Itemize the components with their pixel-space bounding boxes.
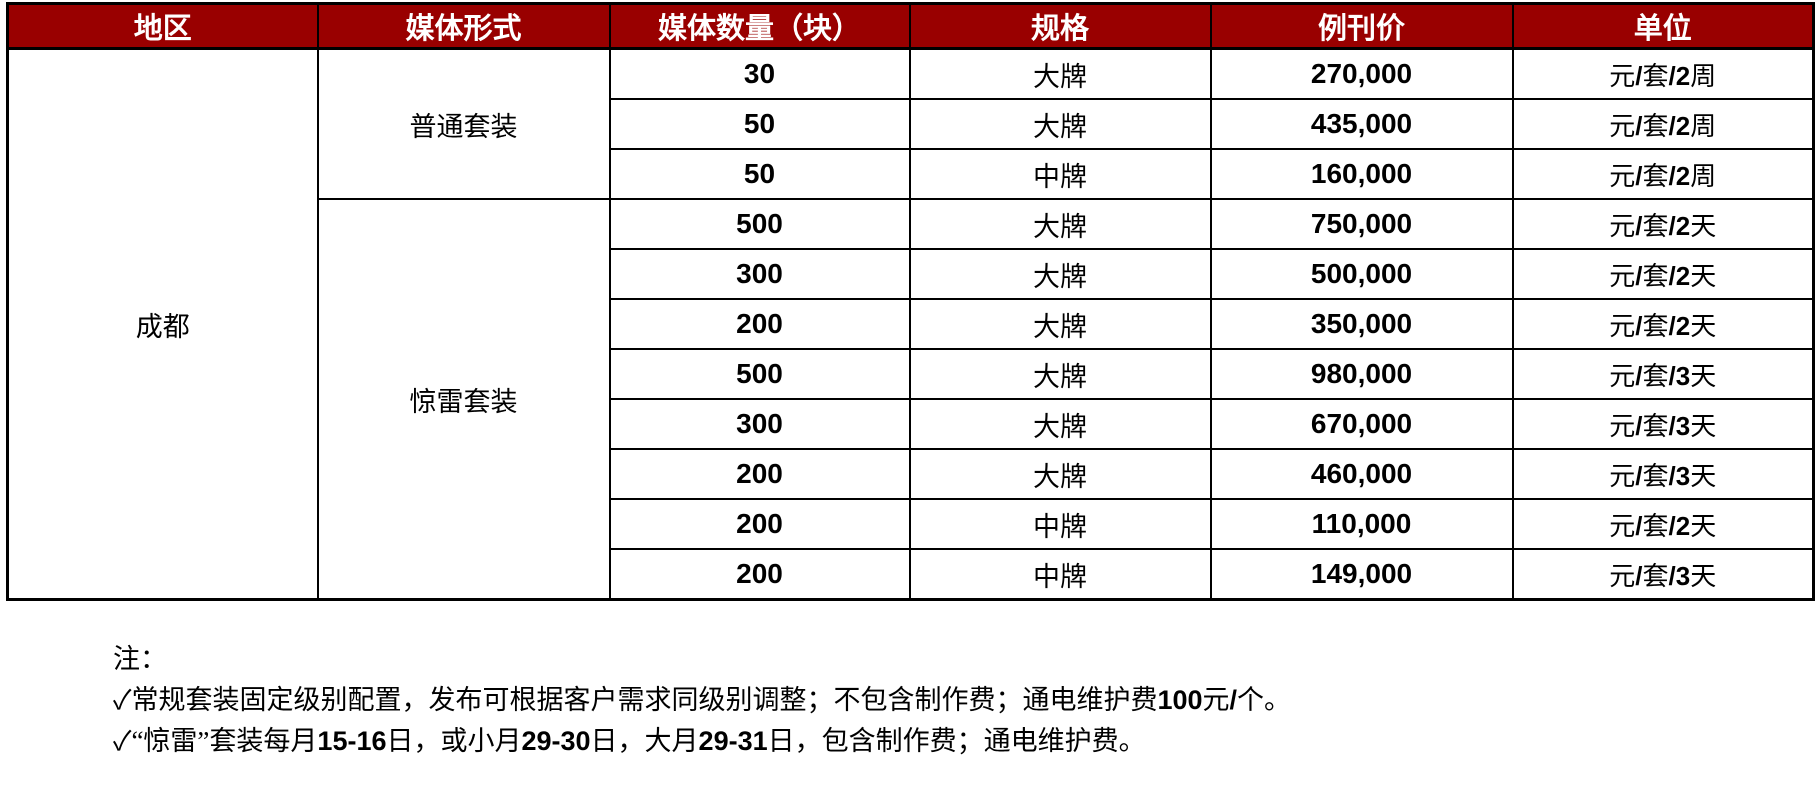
spec-cell: 中牌 xyxy=(908,148,1212,200)
unit-cell: 元/套/3天 xyxy=(1511,398,1815,450)
table-row: 200 中牌 149,000 元/套/3天 xyxy=(8,548,1815,601)
region-cell: 成都 xyxy=(6,47,319,601)
column-header: 媒体形式 xyxy=(316,2,611,50)
spec-cell: 大牌 xyxy=(908,248,1212,300)
price-cell: 350,000 xyxy=(1209,298,1514,350)
price-cell: 500,000 xyxy=(1209,248,1514,300)
unit-cell: 元/套/3天 xyxy=(1511,548,1815,601)
note-line: ✓常规套装固定级别配置，发布可根据客户需求同级别调整；不包含制作费；通电维护费1… xyxy=(113,685,1292,715)
price-cell: 670,000 xyxy=(1209,398,1514,450)
table-row: 200 中牌 110,000 元/套/2天 xyxy=(8,498,1815,550)
group-cell: 普通套装 xyxy=(316,47,611,200)
table-row: 300 大牌 670,000 元/套/3天 xyxy=(8,398,1815,450)
table-row: 200 大牌 350,000 元/套/2天 xyxy=(8,298,1815,350)
unit-cell: 元/套/2天 xyxy=(1511,498,1815,550)
table-row: 惊雷套装 500 大牌 750,000 元/套/2天 xyxy=(8,198,1815,601)
unit-cell: 元/套/2天 xyxy=(1511,298,1815,350)
spec-cell: 中牌 xyxy=(908,548,1212,601)
unit-cell: 元/套/2天 xyxy=(1511,248,1815,300)
price-cell: 110,000 xyxy=(1209,498,1514,550)
unit-cell: 元/套/2周 xyxy=(1511,47,1815,100)
note-line: ✓“惊雷”套装每月15-16日，或小月29-30日，大月29-31日，包含制作费… xyxy=(113,726,1146,756)
price-cell: 750,000 xyxy=(1209,198,1514,250)
price-cell: 980,000 xyxy=(1209,348,1514,400)
spec-cell: 大牌 xyxy=(908,47,1212,100)
column-header: 单位 xyxy=(1511,2,1815,50)
qty-cell: 300 xyxy=(608,398,911,450)
group-cell: 惊雷套装 xyxy=(316,198,611,601)
price-cell: 435,000 xyxy=(1209,98,1514,150)
table-row: 500 大牌 980,000 元/套/3天 xyxy=(8,348,1815,400)
table-header: 地区 媒体形式 媒体数量（块） 规格 例刊价 单位 xyxy=(6,2,1815,50)
media-price-table: 地区 媒体形式 媒体数量（块） 规格 例刊价 单位 成都 普通套装 30 大牌 270,000 元/… xyxy=(6,2,1815,601)
header-row: 地区 媒体形式 媒体数量（块） 规格 例刊价 单位 xyxy=(6,2,1815,50)
notes: 注： ✓常规套装固定级别配置，发布可根据客户需求同级别调整；不包含制作费；通电维… xyxy=(113,639,1818,762)
qty-cell: 50 xyxy=(608,98,911,150)
table-row: 300 大牌 500,000 元/套/2天 xyxy=(8,248,1815,300)
unit-cell: 元/套/2天 xyxy=(1511,198,1815,250)
qty-cell: 30 xyxy=(608,47,911,100)
qty-cell: 200 xyxy=(608,548,911,601)
price-cell: 160,000 xyxy=(1209,148,1514,200)
qty-cell: 200 xyxy=(608,448,911,500)
spec-cell: 大牌 xyxy=(908,448,1212,500)
price-cell: 149,000 xyxy=(1209,548,1514,601)
column-header: 媒体数量（块） xyxy=(608,2,911,50)
qty-cell: 500 xyxy=(608,198,911,250)
spec-cell: 大牌 xyxy=(908,98,1212,150)
price-cell: 270,000 xyxy=(1209,47,1514,100)
table-row: 成都 普通套装 30 大牌 270,000 元/套/2周 xyxy=(6,47,1815,601)
table-row: 50 中牌 160,000 元/套/2周 xyxy=(8,148,1815,200)
price-cell: 460,000 xyxy=(1209,448,1514,500)
qty-cell: 200 xyxy=(608,498,911,550)
unit-cell: 元/套/2周 xyxy=(1511,98,1815,150)
spec-cell: 大牌 xyxy=(908,398,1212,450)
notes-label: 注： xyxy=(113,644,167,674)
unit-cell: 元/套/3天 xyxy=(1511,448,1815,500)
table-body: 成都 普通套装 30 大牌 270,000 元/套/2周 50 大牌 435,000 元/套/2周… xyxy=(6,47,1815,601)
table-row: 50 大牌 435,000 元/套/2周 xyxy=(8,98,1815,150)
qty-cell: 200 xyxy=(608,298,911,350)
column-header: 规格 xyxy=(908,2,1212,50)
spec-cell: 大牌 xyxy=(908,298,1212,350)
qty-cell: 500 xyxy=(608,348,911,400)
spec-cell: 中牌 xyxy=(908,498,1212,550)
spec-cell: 大牌 xyxy=(908,198,1212,250)
qty-cell: 300 xyxy=(608,248,911,300)
table-row: 200 大牌 460,000 元/套/3天 xyxy=(8,448,1815,500)
unit-cell: 元/套/2周 xyxy=(1511,148,1815,200)
unit-cell: 元/套/3天 xyxy=(1511,348,1815,400)
qty-cell: 50 xyxy=(608,148,911,200)
column-header: 地区 xyxy=(6,2,319,50)
column-header: 例刊价 xyxy=(1209,2,1514,50)
spec-cell: 大牌 xyxy=(908,348,1212,400)
